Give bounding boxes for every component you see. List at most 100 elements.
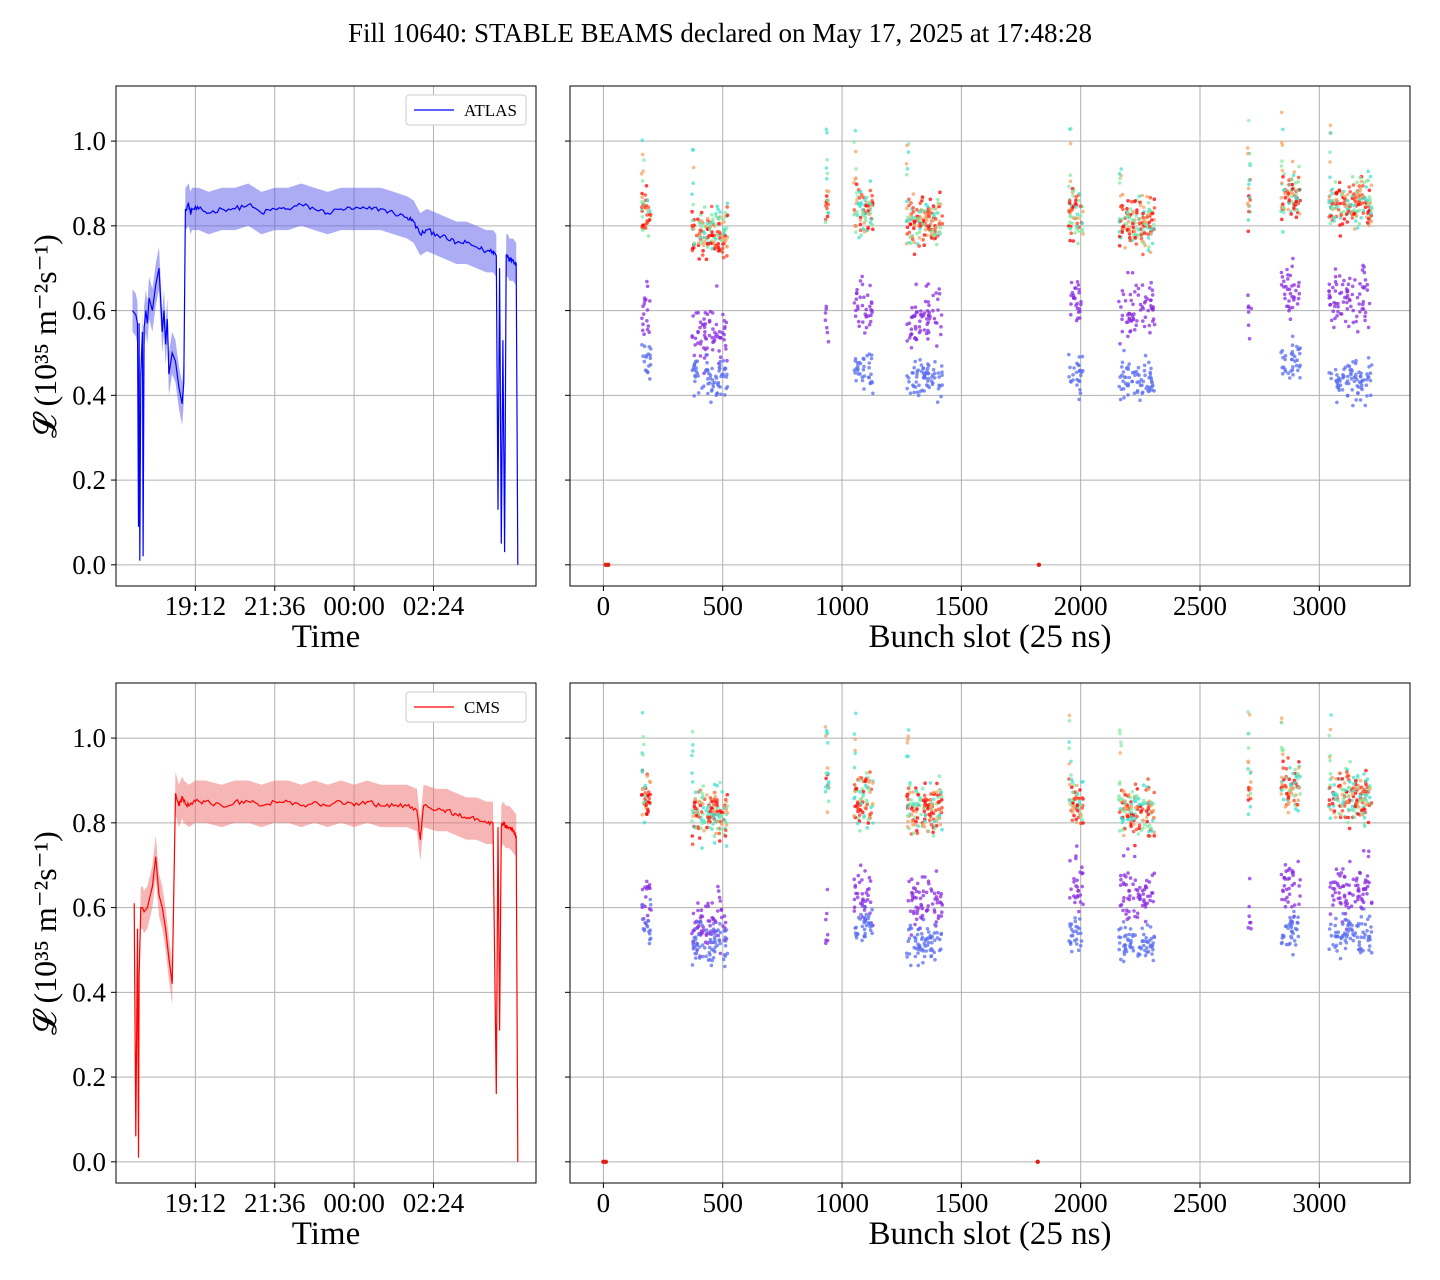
- data-point: [1356, 202, 1361, 207]
- data-point: [926, 829, 931, 834]
- data-point: [1068, 858, 1072, 863]
- data-point: [1351, 360, 1355, 364]
- data-point: [1119, 305, 1123, 309]
- data-point: [718, 930, 723, 935]
- data-point: [1333, 316, 1337, 321]
- data-point: [868, 928, 873, 932]
- data-point: [1292, 298, 1296, 302]
- data-point: [866, 817, 871, 822]
- data-point: [1078, 388, 1082, 392]
- data-point: [1133, 235, 1137, 240]
- data-point: [1075, 804, 1080, 808]
- data-point: [693, 799, 697, 804]
- data-point: [921, 917, 926, 922]
- data-point: [1146, 389, 1150, 393]
- data-point: [648, 299, 652, 303]
- data-point: [826, 339, 831, 344]
- y-tick-label: 0.0: [72, 550, 106, 580]
- data-point: [713, 819, 718, 823]
- data-point: [1147, 360, 1151, 365]
- data-point: [1145, 824, 1150, 829]
- data-point: [929, 211, 934, 215]
- data-point: [1068, 365, 1072, 370]
- data-point: [1133, 794, 1137, 799]
- data-point: [1280, 371, 1285, 376]
- data-point: [1355, 935, 1360, 939]
- data-point: [1118, 883, 1123, 887]
- data-point: [824, 938, 828, 942]
- data-point: [1148, 925, 1153, 929]
- data-point: [1279, 209, 1283, 214]
- data-point: [871, 227, 875, 232]
- data-point: [724, 226, 729, 230]
- data-point: [1118, 807, 1123, 811]
- data-point: [932, 316, 937, 321]
- data-point: [709, 204, 714, 209]
- data-point: [723, 944, 728, 948]
- data-point: [1334, 282, 1339, 287]
- data-point: [643, 193, 648, 197]
- data-point: [1126, 270, 1130, 275]
- data-point: [868, 911, 872, 915]
- data-point: [1357, 370, 1361, 375]
- data-point: [860, 303, 865, 308]
- data-point: [1294, 774, 1298, 779]
- data-point: [863, 331, 867, 335]
- data-point: [704, 257, 709, 262]
- data-point: [824, 776, 828, 781]
- data-point: [927, 812, 931, 817]
- data-point: [916, 951, 920, 955]
- data-point: [871, 391, 875, 396]
- data-point: [859, 912, 863, 917]
- data-point: [826, 211, 831, 215]
- data-point: [1332, 215, 1336, 220]
- data-point: [1152, 935, 1157, 939]
- data-point: [1345, 207, 1350, 211]
- data-point: [696, 310, 700, 315]
- data-point: [934, 211, 939, 215]
- data-point: [725, 372, 729, 377]
- data-point: [1143, 220, 1148, 224]
- data-point: [938, 225, 942, 230]
- data-point: [1288, 376, 1292, 380]
- data-point: [862, 920, 866, 925]
- data-point: [855, 198, 859, 202]
- data-point: [825, 887, 830, 892]
- data-point: [937, 287, 941, 291]
- data-point: [1342, 875, 1347, 879]
- data-point: [1150, 384, 1154, 389]
- data-point: [1342, 278, 1346, 283]
- y-tick-label: 0.2: [72, 465, 106, 495]
- data-point: [1131, 302, 1135, 307]
- data-point: [1291, 771, 1295, 776]
- data-point: [919, 812, 923, 817]
- data-point: [1290, 343, 1295, 348]
- data-point: [691, 814, 695, 818]
- data-point: [915, 908, 920, 913]
- data-point: [718, 210, 722, 214]
- data-point: [936, 297, 940, 302]
- data-point: [701, 954, 705, 959]
- data-point: [725, 254, 729, 258]
- data-point: [1077, 307, 1082, 311]
- data-point: [868, 319, 873, 324]
- data-point: [696, 329, 700, 334]
- data-point: [640, 316, 644, 321]
- data-point: [690, 834, 695, 838]
- data-point: [1365, 929, 1369, 933]
- data-point: [860, 274, 864, 279]
- data-point: [640, 138, 644, 142]
- data-point: [856, 364, 860, 368]
- data-point: [1283, 296, 1287, 301]
- data-point: [865, 785, 869, 790]
- data-point: [926, 806, 930, 811]
- legend-box: [405, 691, 527, 723]
- data-point: [1331, 285, 1335, 290]
- data-point: [1141, 390, 1145, 395]
- data-point: [1332, 898, 1336, 902]
- y-axis-label: 𝓛 (10³⁵ m⁻²s⁻¹): [27, 234, 63, 438]
- data-point: [1137, 373, 1141, 378]
- data-point: [858, 829, 862, 833]
- data-point: [917, 890, 921, 895]
- data-point: [1078, 214, 1083, 218]
